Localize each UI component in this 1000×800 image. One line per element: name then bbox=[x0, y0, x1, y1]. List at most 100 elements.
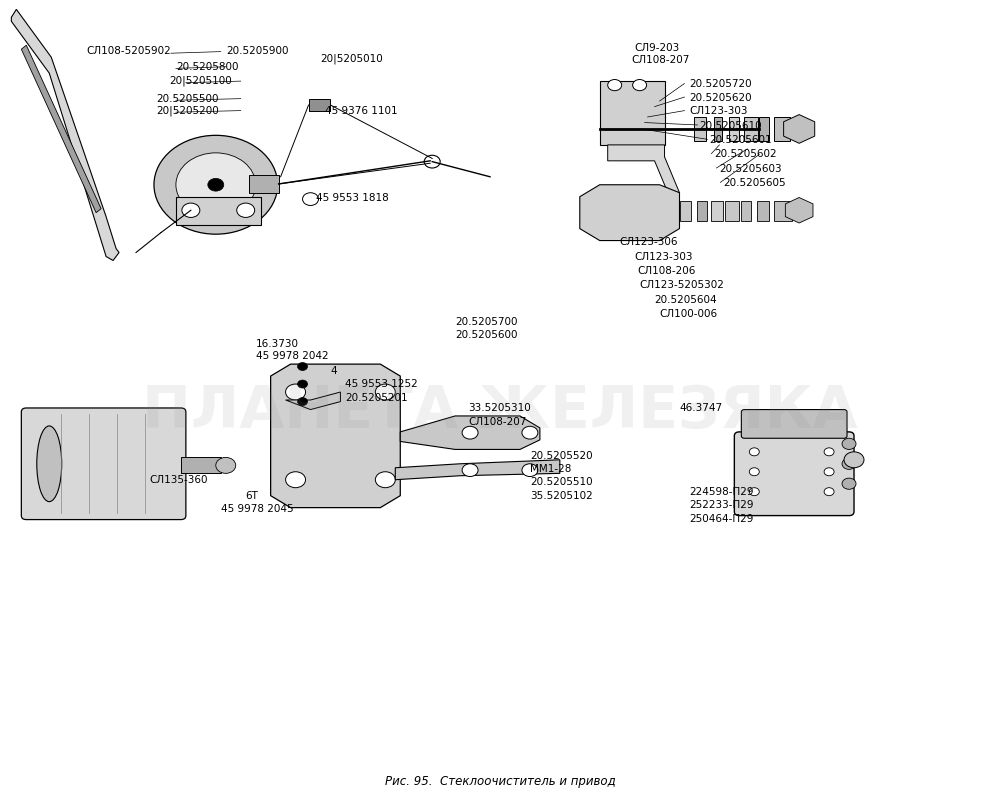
Circle shape bbox=[298, 398, 308, 406]
Circle shape bbox=[298, 380, 308, 388]
Bar bbox=[774, 117, 790, 141]
Text: 6Т: 6Т bbox=[246, 490, 259, 501]
Bar bbox=[697, 201, 707, 221]
Polygon shape bbox=[608, 145, 680, 197]
Text: СЛ108-207: СЛ108-207 bbox=[468, 417, 526, 426]
Circle shape bbox=[522, 426, 538, 439]
Circle shape bbox=[298, 362, 308, 370]
Text: 20.5205800: 20.5205800 bbox=[176, 62, 238, 72]
Text: СЛ123-5205302: СЛ123-5205302 bbox=[640, 280, 724, 290]
Text: 20.5205605: 20.5205605 bbox=[723, 178, 786, 188]
Text: 20|5205010: 20|5205010 bbox=[320, 54, 383, 64]
FancyBboxPatch shape bbox=[21, 408, 186, 519]
Circle shape bbox=[608, 79, 622, 90]
Text: 33.5205310: 33.5205310 bbox=[468, 403, 531, 413]
Polygon shape bbox=[784, 114, 815, 143]
Circle shape bbox=[208, 178, 224, 191]
Text: 45 9376 1101: 45 9376 1101 bbox=[325, 106, 398, 117]
Text: ММ1-28: ММ1-28 bbox=[530, 464, 571, 474]
Ellipse shape bbox=[37, 426, 62, 502]
Bar bbox=[181, 458, 221, 474]
Circle shape bbox=[749, 468, 759, 476]
Text: 224598-П29: 224598-П29 bbox=[689, 486, 754, 497]
Text: 45 9553 1252: 45 9553 1252 bbox=[345, 379, 418, 389]
Circle shape bbox=[824, 468, 834, 476]
Text: СЛ9-203: СЛ9-203 bbox=[635, 42, 680, 53]
Polygon shape bbox=[11, 10, 119, 261]
Circle shape bbox=[375, 384, 395, 400]
Text: 250464-П29: 250464-П29 bbox=[689, 514, 754, 524]
Text: СЛ108-5205902: СЛ108-5205902 bbox=[86, 46, 171, 56]
Bar bbox=[741, 201, 751, 221]
Circle shape bbox=[824, 488, 834, 496]
Text: Рис. 95.  Стеклоочиститель и привод: Рис. 95. Стеклоочиститель и привод bbox=[385, 774, 615, 787]
Circle shape bbox=[633, 79, 647, 90]
Circle shape bbox=[749, 448, 759, 456]
Polygon shape bbox=[271, 364, 400, 508]
Bar bbox=[309, 98, 330, 111]
Circle shape bbox=[303, 193, 319, 206]
Text: СЛ108-206: СЛ108-206 bbox=[638, 266, 696, 276]
Text: 20|5205200: 20|5205200 bbox=[156, 106, 219, 116]
Bar bbox=[600, 81, 665, 145]
Circle shape bbox=[749, 488, 759, 496]
Text: 45 9978 2042: 45 9978 2042 bbox=[256, 351, 328, 361]
Circle shape bbox=[844, 452, 864, 468]
Circle shape bbox=[462, 426, 478, 439]
Bar bbox=[774, 201, 792, 221]
Text: 20.5205603: 20.5205603 bbox=[719, 164, 782, 174]
Circle shape bbox=[182, 203, 200, 218]
Text: 20.5205610: 20.5205610 bbox=[699, 121, 762, 130]
Circle shape bbox=[522, 464, 538, 477]
Text: 4: 4 bbox=[330, 366, 337, 375]
Text: СЛ108-207: СЛ108-207 bbox=[632, 54, 690, 65]
Circle shape bbox=[216, 458, 236, 474]
Polygon shape bbox=[580, 185, 680, 241]
Circle shape bbox=[286, 472, 306, 488]
Polygon shape bbox=[286, 392, 340, 410]
Text: 20.5205602: 20.5205602 bbox=[714, 150, 777, 159]
Polygon shape bbox=[400, 416, 540, 450]
Bar bbox=[725, 201, 739, 221]
Circle shape bbox=[154, 135, 278, 234]
Text: 20.5205900: 20.5205900 bbox=[226, 46, 288, 56]
FancyBboxPatch shape bbox=[741, 410, 847, 438]
Polygon shape bbox=[785, 198, 813, 223]
Text: 16.3730: 16.3730 bbox=[256, 339, 299, 349]
Text: СЛ123-303: СЛ123-303 bbox=[689, 106, 748, 117]
Bar bbox=[759, 117, 769, 141]
Circle shape bbox=[842, 438, 856, 450]
Circle shape bbox=[824, 448, 834, 456]
Text: 20.5205500: 20.5205500 bbox=[156, 94, 218, 104]
Text: 20.5205604: 20.5205604 bbox=[655, 294, 717, 305]
Text: 20.5205520: 20.5205520 bbox=[530, 451, 593, 461]
Bar bbox=[249, 175, 279, 193]
Circle shape bbox=[842, 458, 856, 470]
Text: СЛ123-303: СЛ123-303 bbox=[635, 251, 693, 262]
Circle shape bbox=[842, 478, 856, 490]
Text: 20|5205100: 20|5205100 bbox=[169, 76, 232, 86]
Text: 35.5205102: 35.5205102 bbox=[530, 490, 593, 501]
Text: 20.5205620: 20.5205620 bbox=[689, 93, 752, 103]
Text: 45 9978 2045: 45 9978 2045 bbox=[221, 504, 293, 514]
Text: 45 9553 1818: 45 9553 1818 bbox=[316, 194, 388, 203]
Text: 20.5205201: 20.5205201 bbox=[345, 393, 408, 402]
Text: ПЛАНЕТА ЖЕЛЕЗЯКА: ПЛАНЕТА ЖЕЛЕЗЯКА bbox=[142, 383, 858, 441]
Polygon shape bbox=[395, 460, 560, 480]
Circle shape bbox=[375, 472, 395, 488]
Polygon shape bbox=[176, 197, 261, 225]
Bar bbox=[757, 201, 769, 221]
Bar bbox=[744, 117, 758, 141]
Text: 20.5205601: 20.5205601 bbox=[709, 135, 772, 145]
Bar bbox=[714, 117, 722, 141]
Text: СЛ123-306: СЛ123-306 bbox=[620, 237, 678, 247]
Bar bbox=[694, 117, 706, 141]
Text: 252233-П29: 252233-П29 bbox=[689, 500, 754, 510]
Circle shape bbox=[237, 203, 255, 218]
Circle shape bbox=[286, 384, 306, 400]
Circle shape bbox=[462, 464, 478, 477]
Text: 20.5205600: 20.5205600 bbox=[455, 330, 518, 340]
FancyBboxPatch shape bbox=[734, 432, 854, 515]
Polygon shape bbox=[21, 46, 101, 213]
Circle shape bbox=[424, 155, 440, 168]
